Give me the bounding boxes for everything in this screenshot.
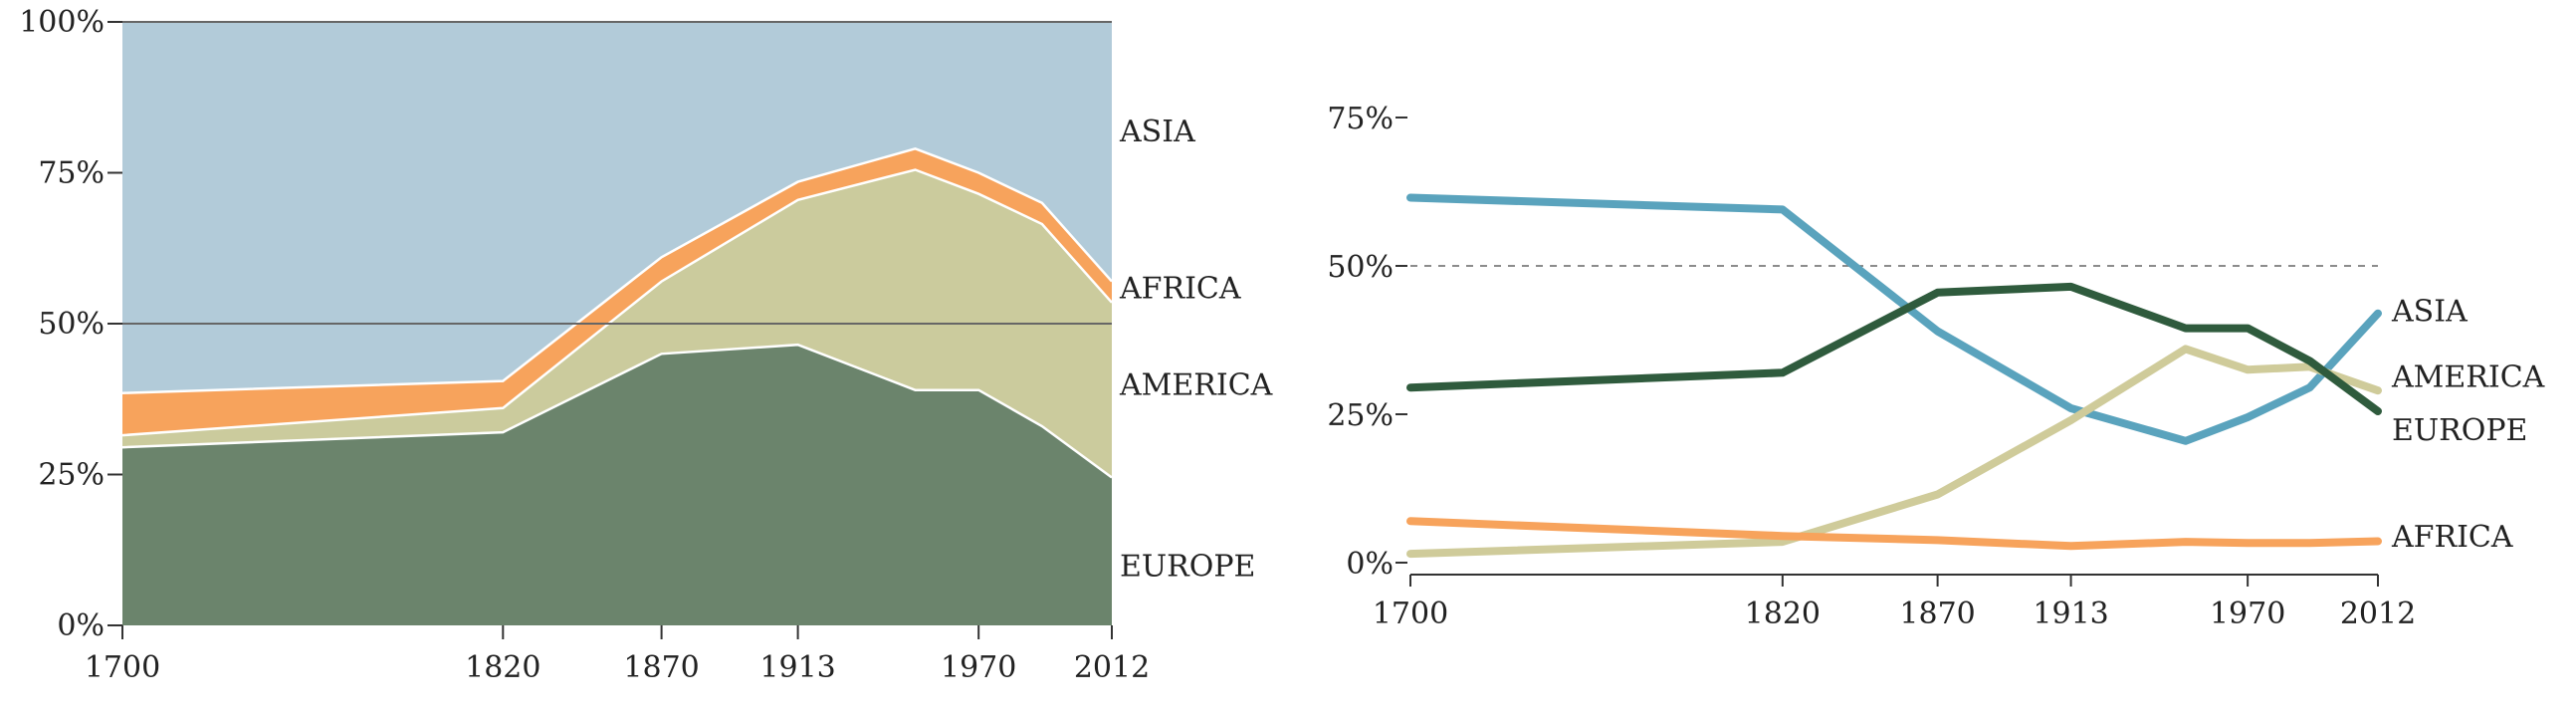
line-africa	[1406, 517, 2382, 551]
stacked-area-chart: 0% 25% 50% 75% 100% 1700 1820 1870 1913 1970 2012 E…	[19, 5, 1273, 685]
series-label-europe: EUROPE	[1120, 549, 1255, 584]
y-tick-label: 0%	[57, 608, 105, 643]
y-tick-label: 75%	[38, 156, 105, 191]
series-labels: ASIA AMERICA EUROPE AFRICA	[2391, 295, 2545, 555]
y-tick-label: 75%	[1327, 102, 1394, 136]
series-label-europe: EUROPE	[2392, 413, 2527, 448]
series-lines	[1406, 193, 2382, 559]
x-axis: 1700 1820 1870 1913 1970 2012	[1373, 574, 2416, 631]
x-tick-label: 1913	[2033, 597, 2108, 631]
y-tick-label: 0%	[1346, 547, 1394, 582]
x-tick-label: 1970	[2210, 597, 2285, 631]
area-asia	[122, 22, 1112, 393]
x-axis: 1700 1820 1870 1913 1970 2012	[85, 625, 1150, 685]
y-tick-label: 50%	[1327, 250, 1394, 285]
x-tick-label: 1700	[1373, 597, 1448, 631]
x-tick-label: 1870	[1899, 597, 1975, 631]
y-axis: 0% 25% 50% 75%	[1327, 102, 1407, 582]
line-asia	[1406, 193, 2382, 445]
series-label-america: AMERICA	[2391, 359, 2545, 394]
line-europe	[1406, 282, 2382, 415]
series-label-africa: AFRICA	[1119, 272, 1241, 307]
x-tick-label: 2012	[2340, 597, 2416, 631]
x-tick-label: 2012	[1074, 650, 1150, 685]
series-label-asia: ASIA	[1119, 115, 1195, 149]
series-label-america: AMERICA	[1119, 368, 1273, 403]
x-tick-label: 1820	[1745, 597, 1821, 631]
x-tick-label: 1700	[85, 650, 160, 685]
area-boundary-europe	[121, 343, 1113, 479]
y-axis: 0% 25% 50% 75% 100%	[19, 5, 122, 643]
area-boundary-africa	[121, 146, 1113, 394]
x-tick-label: 1820	[465, 650, 540, 685]
x-tick-label: 1913	[759, 650, 835, 685]
y-tick-label: 100%	[19, 5, 105, 40]
area-boundary-america	[121, 168, 1113, 437]
y-tick-label: 50%	[38, 307, 105, 342]
x-tick-label: 1970	[941, 650, 1016, 685]
series-label-africa: AFRICA	[2391, 520, 2513, 555]
series-label-asia: ASIA	[2391, 295, 2468, 330]
x-tick-label: 1870	[623, 650, 699, 685]
y-tick-label: 25%	[38, 458, 105, 493]
y-tick-label: 25%	[1327, 398, 1394, 433]
area-europe	[122, 345, 1112, 625]
line-chart: 0%25%50%75%1700 1820 1870 1913 1970 2012ASIAA…	[1327, 102, 2545, 631]
series-labels: EUROPE AMERICA AFRICA ASIA	[1119, 115, 1273, 584]
area-layers	[121, 22, 1113, 625]
